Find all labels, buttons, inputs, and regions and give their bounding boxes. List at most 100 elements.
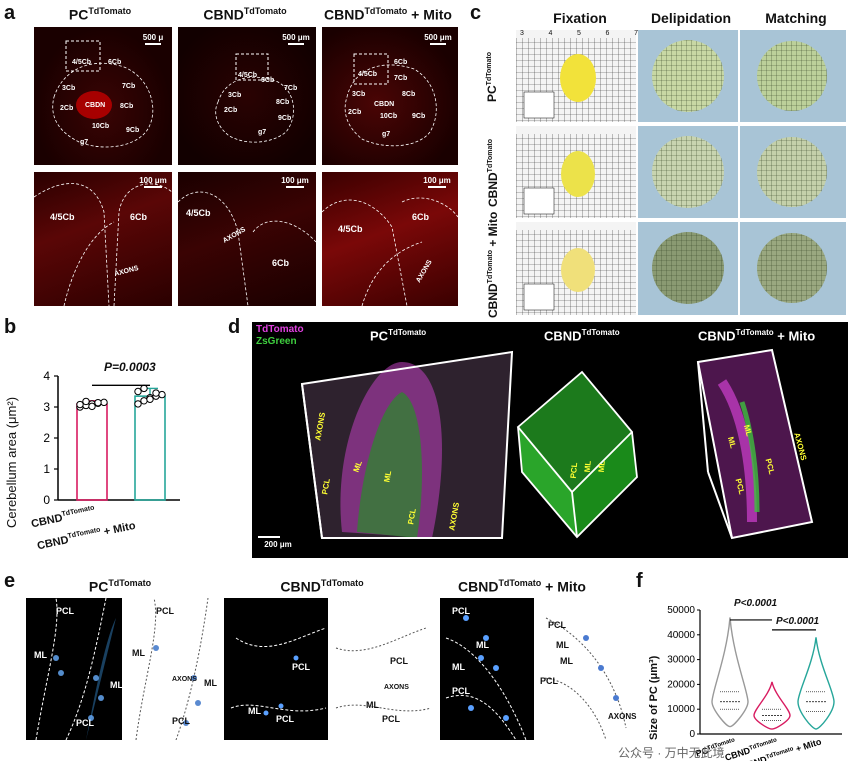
lobule-label: 10Cb xyxy=(92,123,110,130)
lobule-label: 6Cb xyxy=(394,59,408,66)
data-point xyxy=(100,398,108,407)
lobule-label: 7Cb xyxy=(394,75,408,82)
data-point xyxy=(82,397,90,406)
micrograph-a-cbnd-zoom: 4/5Cb 6Cb AXONS 100 μm xyxy=(178,172,316,306)
lobule-label: 4/5Cb xyxy=(338,224,363,234)
micrograph-a-mito-overview: 4/5Cb 6Cb 7Cb 8Cb 9Cb 10Cb 3Cb 2Cb CBDN … xyxy=(322,27,458,165)
scale-bar: 500 μ xyxy=(138,33,168,45)
micrograph-a-pc-zoom: 4/5Cb 6Cb AXONS 100 μm xyxy=(34,172,172,306)
violin xyxy=(711,617,749,728)
legend-zsgreen: ZsGreen xyxy=(256,336,297,347)
row-label-cbnd: CBNDTdTomato xyxy=(486,139,500,207)
lobule-label: 9Cb xyxy=(278,115,292,122)
watermark: 公众号 · 万中无此境 xyxy=(618,746,725,760)
lobule-label: 8Cb xyxy=(276,99,290,106)
panel-f-label: f xyxy=(636,570,643,592)
lobule-label: 6Cb xyxy=(108,59,122,66)
micrograph-a-cbnd-overview: 4/5Cb 6Cb 7Cb 8Cb 9Cb 3Cb 2Cb g7 500 μm xyxy=(178,27,316,165)
y-tick-label: 0 xyxy=(43,493,50,507)
data-point xyxy=(94,398,102,407)
data-point xyxy=(158,390,166,399)
y-tick-label: 40000 xyxy=(667,630,695,641)
label-axons: AXONS xyxy=(172,676,197,683)
label-ml: ML xyxy=(366,700,379,710)
matching-photos xyxy=(740,30,846,315)
lobule-label: 6Cb xyxy=(412,212,430,222)
data-point xyxy=(152,389,160,397)
chart-b-pvalue: P=0.0003 xyxy=(104,360,156,374)
label-pcl: PCL xyxy=(452,686,470,696)
chart-f-p1: P<0.0001 xyxy=(734,598,778,609)
y-tick-label: 10000 xyxy=(667,704,695,715)
lobule-label: g7 xyxy=(382,131,391,138)
label-axons: AXONS xyxy=(384,684,409,691)
lobule-label: CBDN xyxy=(85,102,106,109)
scale-bar: 100 μm xyxy=(420,176,454,188)
label-pcl: PCL xyxy=(452,606,470,616)
panel-e-title-2: CBNDTdTomato xyxy=(280,578,364,595)
label-ml: ML xyxy=(34,650,47,660)
header-fixation: Fixation xyxy=(553,10,607,26)
y-tick-label: 50000 xyxy=(667,605,695,616)
label-ml: ML xyxy=(582,460,593,473)
bar xyxy=(76,403,108,501)
y-tick-label: 1 xyxy=(43,462,50,476)
chart-b-ylabel: Cerebellum area (μm²) xyxy=(4,396,19,528)
chart-f-p2: P<0.0001 xyxy=(776,616,820,627)
label-pcl: PCL xyxy=(540,676,558,686)
y-tick-label: 3 xyxy=(43,400,50,414)
lobule-label: 7Cb xyxy=(122,83,136,90)
violin xyxy=(797,637,835,730)
label-ml: ML xyxy=(596,460,607,473)
scale-bar: 500 μm xyxy=(420,33,456,45)
fixation-photos xyxy=(516,30,636,315)
lobule-label: 8Cb xyxy=(402,91,416,98)
y-tick-label: 30000 xyxy=(667,655,695,666)
data-point xyxy=(146,395,154,403)
panel-a-label: a xyxy=(4,2,16,24)
lobule-label: g7 xyxy=(258,129,267,136)
label-ml: ML xyxy=(248,706,261,716)
chart-f: 01000020000300004000050000PCTdTomatoCBND… xyxy=(667,605,842,761)
label-ml: ML xyxy=(452,662,465,672)
lobule-label: 4/5Cb xyxy=(238,72,258,79)
scale-bar: 100 μm xyxy=(138,176,168,188)
label-pcl: PCL xyxy=(276,714,294,724)
lobule-label: 3Cb xyxy=(62,85,76,92)
micrograph-a-pc-overview: 4/5Cb 6Cb 7Cb 8Cb 9Cb 10Cb 3Cb 2Cb CBDN … xyxy=(34,27,172,165)
lobule-label: 9Cb xyxy=(126,127,140,134)
lobule-label: 4/5Cb xyxy=(186,208,211,218)
label-ml: ML xyxy=(560,656,573,666)
panel-e-images xyxy=(26,598,636,740)
panel-d-title-3: CBNDTdTomato + Mito xyxy=(698,328,816,344)
panel-d-title-2: CBNDTdTomato xyxy=(544,328,620,344)
legend-tdtomato: TdTomato xyxy=(256,324,304,335)
label-ml: ML xyxy=(204,678,217,688)
chart-f-ylabel: Size of PC (μm³) xyxy=(648,655,660,740)
panel-e-label: e xyxy=(4,570,16,592)
lobule-label: 2Cb xyxy=(224,107,238,114)
bar xyxy=(134,395,166,501)
lobule-label: 6Cb xyxy=(261,77,275,84)
panel-b-label: b xyxy=(4,316,17,338)
data-point xyxy=(134,400,142,408)
data-point xyxy=(134,387,142,396)
lobule-label: 4/5Cb xyxy=(50,212,75,222)
label-pcl: PCL xyxy=(568,462,580,479)
row-label-cbnd-mito: CBNDTdTomato + Mito xyxy=(486,211,500,318)
panel-a-title-1: PCTdTomato xyxy=(68,6,132,23)
data-point xyxy=(88,402,96,411)
lobule-label: 9Cb xyxy=(412,113,426,120)
lobule-label: 3Cb xyxy=(352,91,366,98)
label-pcl: PCL xyxy=(76,718,94,728)
lobule-label: 6Cb xyxy=(272,258,290,268)
delipidation-photos xyxy=(638,30,738,315)
micrograph-a-mito-zoom: 4/5Cb 6Cb AXONS 100 μm xyxy=(322,172,458,306)
lobule-label: 2Cb xyxy=(348,109,362,116)
label-ml: ML xyxy=(556,640,569,650)
label-ml: ML xyxy=(110,680,123,690)
data-point xyxy=(140,384,148,393)
y-tick-label: 4 xyxy=(43,369,50,383)
label-pcl: PCL xyxy=(172,716,190,726)
panel-a-title-3: CBNDTdTomato + Mito xyxy=(323,6,452,23)
